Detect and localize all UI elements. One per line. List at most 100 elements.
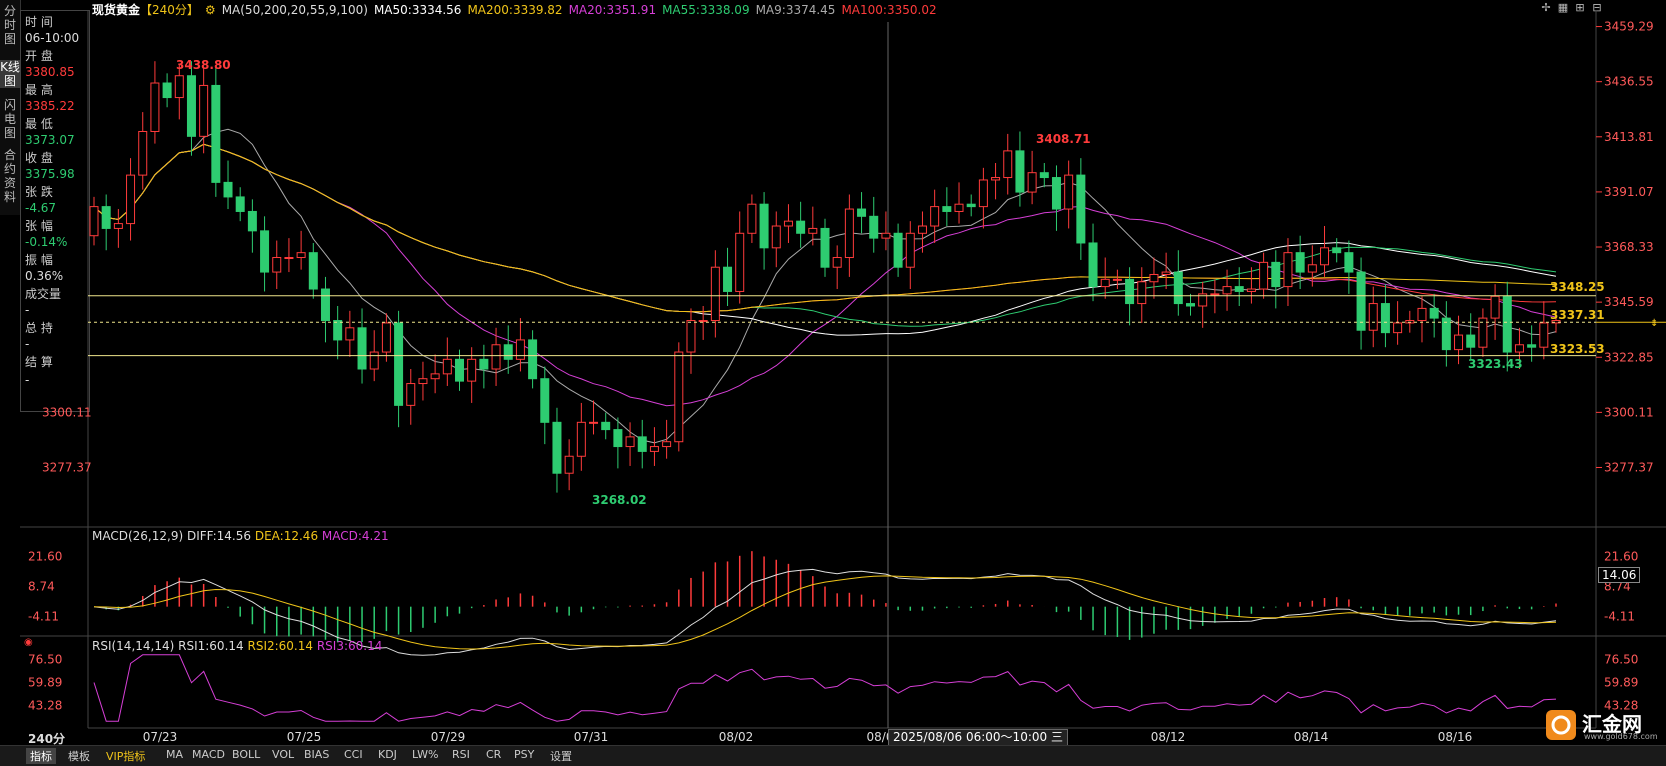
candle	[320, 288, 330, 322]
tab-cr[interactable]: CR	[486, 748, 502, 761]
left-tab-bar: 分时图 K线图 闪电图 合约资料	[0, 0, 21, 215]
tab-cci[interactable]: CCI	[344, 748, 363, 761]
tab-flash[interactable]: 闪电图	[3, 98, 16, 140]
tab-psy[interactable]: PSY	[514, 748, 535, 761]
macd-tick-left: -4.11	[28, 609, 59, 623]
tab-rsi[interactable]: RSI	[452, 748, 470, 761]
y-tick-label-left: 3300.11	[42, 405, 92, 419]
candle	[576, 421, 586, 457]
zoom-out-icon[interactable]: ⊟	[1592, 1, 1602, 14]
candle	[1198, 293, 1208, 307]
tab-indicator[interactable]: 指标	[26, 748, 56, 764]
candle	[1332, 247, 1342, 254]
y-tick-label: 3322.85	[1604, 350, 1654, 364]
candle	[430, 373, 440, 380]
y-tick-label: 3277.37	[1604, 460, 1654, 474]
pct-label: 张 幅	[25, 219, 53, 233]
candle	[1125, 278, 1135, 305]
candle	[820, 227, 830, 268]
candle	[759, 203, 769, 249]
candle	[917, 225, 927, 234]
ma-legend: 现货黄金【240分】 ⚙ MA(50,200,20,55,9,100) MA50:33…	[92, 1, 943, 17]
candle	[1186, 303, 1195, 307]
candle	[1064, 174, 1074, 210]
tab-contract-info[interactable]: 合约资料	[3, 148, 16, 204]
amp-value: 0.36%	[25, 269, 64, 283]
settings-gear-icon[interactable]: ⚙	[204, 3, 216, 17]
grid-icon[interactable]: ▦	[1557, 1, 1569, 14]
candle	[369, 351, 379, 370]
y-tick-label-left: 3277.37	[42, 460, 92, 474]
candle	[686, 320, 696, 353]
y-tick-label: 3391.07	[1604, 185, 1654, 199]
candle	[211, 84, 221, 183]
tab-lw[interactable]: LW%	[412, 748, 439, 761]
close-value: 3375.98	[25, 167, 75, 181]
candle	[491, 344, 501, 370]
candle	[1161, 271, 1171, 275]
ma50-value: MA50:3334.56	[373, 3, 462, 17]
candle	[406, 383, 416, 406]
candle	[1283, 252, 1293, 288]
x-tick-label: 08/16	[1438, 730, 1473, 744]
zoom-in-icon[interactable]: ⊞	[1575, 1, 1585, 14]
candle	[954, 203, 964, 212]
x-tick-label: 07/25	[287, 730, 322, 744]
candle	[1112, 278, 1122, 281]
tab-kdj[interactable]: KDJ	[378, 748, 397, 761]
tab-ma[interactable]: MA	[166, 748, 184, 761]
candle	[442, 358, 452, 375]
settle-value: -	[25, 373, 30, 387]
candle	[1527, 344, 1537, 348]
candle	[857, 208, 867, 217]
candle	[1514, 344, 1524, 353]
rsi-tick-left: 43.28	[28, 699, 62, 713]
candle	[138, 130, 148, 176]
x-tick-label: 07/29	[431, 730, 466, 744]
macd-legend: MACD(26,12,9) DIFF:14.56 DEA:12.46 MACD:…	[92, 529, 389, 543]
crosshair-icon[interactable]: ✢	[1541, 1, 1551, 14]
candle	[186, 75, 196, 137]
macd-dea-line	[93, 575, 1557, 650]
tab-vol[interactable]: VOL	[272, 748, 295, 761]
candle	[1466, 334, 1476, 348]
hline1-label: 3348.25	[1550, 280, 1605, 294]
volume-value: -	[25, 303, 30, 317]
y-tick-label: 3459.29	[1604, 20, 1654, 34]
candle	[991, 177, 1001, 181]
tab-template[interactable]: 模板	[68, 750, 90, 763]
x-tick-label: 08/0	[867, 730, 894, 744]
candle	[1502, 295, 1512, 353]
candle	[735, 232, 745, 292]
candle	[893, 232, 903, 268]
ma20-value: MA20:3351.91	[568, 3, 657, 17]
rsi-tick-right: 76.50	[1604, 653, 1638, 667]
change-label: 张 跌	[25, 185, 53, 199]
candle	[1441, 317, 1451, 351]
tab-bias[interactable]: BIAS	[304, 748, 330, 761]
tab-macd[interactable]: MACD	[192, 748, 225, 761]
candle	[1429, 307, 1439, 319]
tab-vip-indicator[interactable]: VIP指标	[106, 750, 146, 763]
time-label: 时 间	[25, 15, 53, 29]
period-label[interactable]: 240分	[28, 732, 66, 746]
tab-intraday[interactable]: 分时图	[3, 4, 16, 46]
candle	[296, 252, 306, 259]
chart-canvas[interactable]: 3459.29 3436.55 3413.81 3391.07 3368.33 3345.…	[0, 0, 1666, 745]
y-tick-label: 3436.55	[1604, 75, 1654, 89]
x-tick-label: 08/12	[1151, 730, 1186, 744]
candle	[1088, 242, 1098, 288]
rsi-close-icon[interactable]: ◉	[24, 637, 33, 648]
rsi-params: RSI(14,14,14)	[92, 639, 175, 653]
tab-settings[interactable]: 设置	[550, 750, 572, 763]
gold678-logo: 汇金网 www.gold678.com	[1546, 708, 1666, 744]
candle	[832, 257, 842, 268]
candle	[881, 232, 891, 239]
candle	[394, 322, 404, 406]
candle	[1380, 303, 1390, 334]
ma-params[interactable]: MA(50,200,20,55,9,100)	[221, 3, 368, 17]
tab-kline[interactable]: K线图	[0, 60, 20, 88]
low-value: 3373.07	[25, 133, 75, 147]
candle	[552, 421, 562, 474]
tab-boll[interactable]: BOLL	[232, 748, 261, 761]
